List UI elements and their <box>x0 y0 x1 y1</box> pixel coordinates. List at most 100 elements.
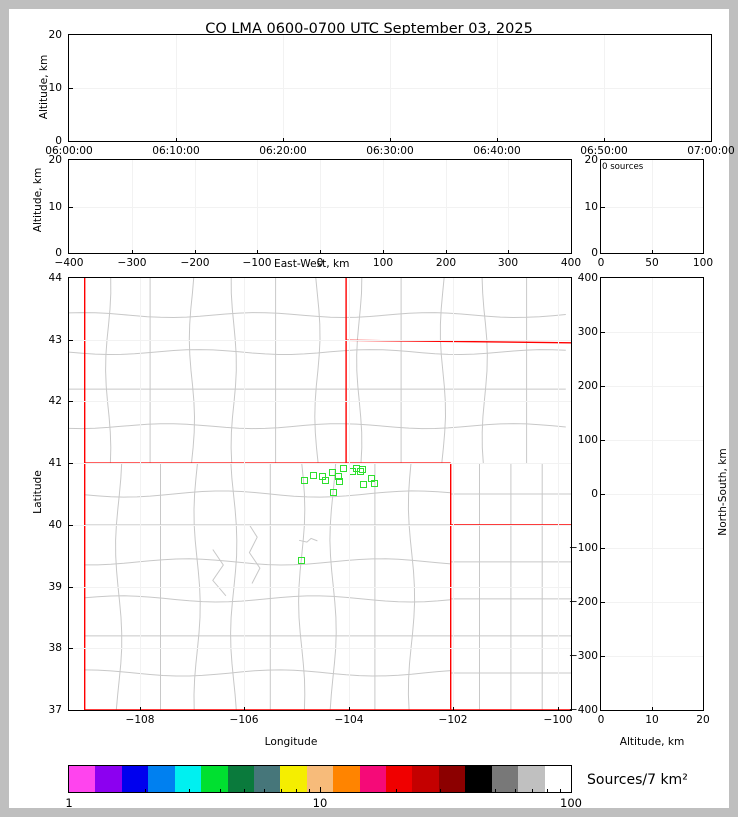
colorbar-major-tick <box>320 787 321 792</box>
hist-count-tick-label: 50 <box>645 257 659 269</box>
source-marker <box>298 557 306 565</box>
latitude-tick-label: 38 <box>48 642 62 654</box>
colorbar-segment <box>174 766 202 792</box>
north-south-tick-label: 400 <box>577 272 598 284</box>
colorbar-segment <box>95 766 122 792</box>
altitude-tick-label: 0 <box>55 247 62 259</box>
east-west-tick-label: 0 <box>316 257 324 269</box>
longitude-tick-label: −104 <box>334 714 364 726</box>
colorbar-minor-tick <box>495 788 497 792</box>
source-marker <box>322 476 330 484</box>
colorbar-title: Sources/7 km² <box>587 772 688 788</box>
colorbar-minor-tick <box>559 788 561 792</box>
map-panel-xlabel: Longitude <box>264 736 318 748</box>
colorbar-segment <box>69 766 96 792</box>
hist-count-tick-label: 100 <box>692 257 714 269</box>
source-altitude-histogram-panel[interactable] <box>600 159 704 254</box>
latitude-tick-label: 40 <box>48 519 62 531</box>
colorbar[interactable] <box>68 765 572 793</box>
north-south-tick-label: −100 <box>568 542 598 554</box>
colorbar-minor-tick <box>188 788 190 792</box>
ew-panel-ylabel: Altitude, km <box>32 167 44 233</box>
altitude-tick-label: 20 <box>48 29 62 41</box>
ns-altitude-tick-label: 0 <box>597 714 605 726</box>
colorbar-minor-tick <box>281 788 283 792</box>
source-marker <box>309 472 317 479</box>
county-and-state-boundaries <box>69 278 571 710</box>
colorbar-minor-tick <box>532 788 534 792</box>
hist-count-tick-label: 0 <box>597 257 605 269</box>
time-tick-label: 07:00:00 <box>687 145 735 157</box>
east-west-tick-label: −200 <box>180 257 210 269</box>
east-west-tick-label: −300 <box>117 257 147 269</box>
colorbar-minor-tick <box>471 788 473 792</box>
colorbar-segment <box>148 766 175 792</box>
north-south-tick-label: 300 <box>577 326 598 338</box>
source-marker <box>367 474 375 482</box>
ew-panel-xlabel: East-West, km <box>274 258 350 270</box>
colorbar-segment <box>544 766 572 792</box>
colorbar-segment <box>386 766 413 792</box>
east-west-tick-label: 300 <box>497 257 519 269</box>
time-tick-label: 06:20:00 <box>259 145 307 157</box>
ns-panel-xlabel: Altitude, km <box>619 736 685 748</box>
colorbar-tick-label: 10 <box>312 796 328 810</box>
latitude-tick-label: 39 <box>48 581 62 593</box>
latitude-tick-label: 42 <box>48 395 62 407</box>
hist-altitude-tick-label: 20 <box>584 154 598 166</box>
source-marker <box>301 476 309 484</box>
colorbar-tick-label: 1 <box>65 796 73 810</box>
colorbar-segment <box>280 766 307 792</box>
longitude-tick-label: −102 <box>438 714 468 726</box>
colorbar-minor-tick <box>220 788 222 792</box>
longitude-tick-label: −106 <box>229 714 259 726</box>
hist-altitude-tick-label: 0 <box>591 247 598 259</box>
longitude-tick-label: −108 <box>125 714 155 726</box>
colorbar-minor-tick <box>308 788 310 792</box>
map-panel-ylabel: Latitude <box>32 470 44 514</box>
colorbar-minor-tick <box>439 788 441 792</box>
ns-altitude-tick-label: 20 <box>696 714 710 726</box>
time-vs-altitude-panel[interactable] <box>68 34 712 142</box>
latitude-tick-label: 44 <box>48 272 62 284</box>
altitude-tick-label: 0 <box>55 135 62 147</box>
source-marker <box>334 472 342 480</box>
source-marker <box>359 481 367 489</box>
east-west-tick-label: 400 <box>560 257 582 269</box>
time-tick-label: 06:40:00 <box>473 145 521 157</box>
colorbar-segment <box>438 766 466 792</box>
colorbar-segment <box>465 766 492 792</box>
altitude-tick-label: 10 <box>48 201 62 213</box>
time-panel-ylabel: Altitude, km <box>38 54 50 120</box>
source-marker <box>349 468 357 476</box>
map-geography <box>69 278 571 710</box>
colorbar-tick-label: 100 <box>560 796 582 810</box>
east-west-tick-label: −400 <box>54 257 84 269</box>
plan-view-map-panel[interactable] <box>68 277 572 711</box>
longitude-tick-label: −100 <box>543 714 573 726</box>
source-marker <box>328 468 336 476</box>
colorbar-segment <box>253 766 281 792</box>
colorbar-segment <box>333 766 360 792</box>
north-south-tick-label: 0 <box>591 488 598 500</box>
north-south-tick-label: 100 <box>577 434 598 446</box>
colorbar-minor-tick <box>144 788 146 792</box>
north-south-tick-label: −300 <box>568 650 598 662</box>
colorbar-minor-tick <box>264 788 266 792</box>
colorbar-minor-tick <box>244 788 246 792</box>
time-tick-label: 06:00:00 <box>45 145 93 157</box>
latitude-tick-label: 37 <box>48 704 62 716</box>
east-west-vs-altitude-panel[interactable] <box>68 159 572 254</box>
source-marker <box>340 464 347 472</box>
colorbar-segment <box>491 766 519 792</box>
colorbar-minor-tick <box>395 788 397 792</box>
colorbar-minor-tick <box>295 788 297 792</box>
colorbar-segment <box>227 766 254 792</box>
hist-altitude-tick-label: 10 <box>584 201 598 213</box>
altitude-vs-north-south-panel[interactable] <box>600 277 704 711</box>
source-marker <box>329 489 337 497</box>
altitude-tick-label: 20 <box>48 154 62 166</box>
east-west-tick-label: −100 <box>242 257 272 269</box>
colorbar-segment <box>518 766 545 792</box>
colorbar-segment <box>412 766 439 792</box>
